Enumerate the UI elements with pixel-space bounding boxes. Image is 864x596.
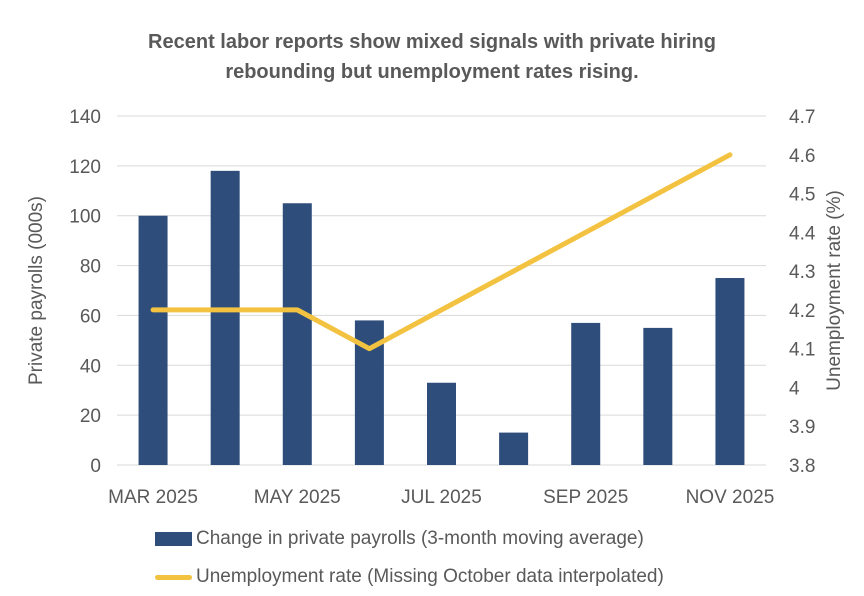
x-axis-label: MAY 2025 [254, 487, 341, 508]
right-axis-tick: 4.2 [789, 301, 815, 322]
right-axis-tick: 4.3 [789, 262, 815, 283]
payrolls-legend-swatch [155, 532, 192, 546]
left-axis-title: Private payrolls (000s) [26, 196, 47, 385]
left-axis-tick: 0 [90, 456, 101, 477]
right-axis-tick: 4.7 [789, 107, 815, 128]
right-axis-tick: 3.8 [789, 456, 815, 477]
payroll-bar [715, 278, 745, 465]
chart-title-line1: Recent labor reports show mixed signals … [148, 31, 716, 53]
right-axis-tick: 4.1 [789, 340, 815, 361]
payroll-bar [210, 170, 240, 466]
left-axis-tick: 40 [80, 356, 101, 377]
unemployment-legend-label: Unemployment rate (Missing October data … [196, 566, 664, 587]
payroll-bar [643, 327, 673, 465]
right-axis-tick: 4 [789, 378, 800, 399]
left-axis-tick: 140 [69, 107, 101, 128]
x-axis-label: SEP 2025 [543, 487, 628, 508]
payroll-bar [499, 432, 529, 465]
chart-legend: Change in private payrolls (3-month movi… [155, 527, 664, 596]
right-axis-tick: 4.5 [789, 185, 815, 206]
right-axis-tick: 4.4 [789, 223, 816, 244]
left-axis-tick: 60 [80, 306, 101, 327]
unemployment-legend-swatch [155, 574, 192, 580]
unemployment-line [150, 152, 733, 352]
payroll-bar [282, 203, 312, 465]
payroll-bar [571, 322, 601, 465]
left-axis-tick: 20 [80, 406, 101, 427]
right-axis-tick: 3.9 [789, 417, 815, 438]
left-axis-tick: 120 [69, 157, 101, 178]
payroll-bar [427, 382, 456, 465]
payroll-bar [138, 215, 168, 465]
right-axis-title: Unemployment rate (%) [824, 190, 845, 391]
payrolls-legend-label: Change in private payrolls (3-month movi… [196, 528, 644, 549]
chart-title-line2: rebounding but unemployment rates rising… [225, 61, 639, 83]
legend-item-unemployment: Unemployment rate (Missing October data … [155, 565, 664, 589]
x-axis-label: MAR 2025 [108, 487, 198, 508]
legend-item-payrolls: Change in private payrolls (3-month movi… [155, 527, 664, 551]
chart-title: Recent labor reports show mixed signals … [0, 27, 864, 87]
left-axis-tick: 100 [69, 207, 101, 228]
x-axis-label: JUL 2025 [401, 487, 482, 508]
left-axis-tick: 80 [80, 257, 101, 278]
x-axis-label: NOV 2025 [686, 487, 775, 508]
right-axis-tick: 4.6 [789, 146, 815, 167]
